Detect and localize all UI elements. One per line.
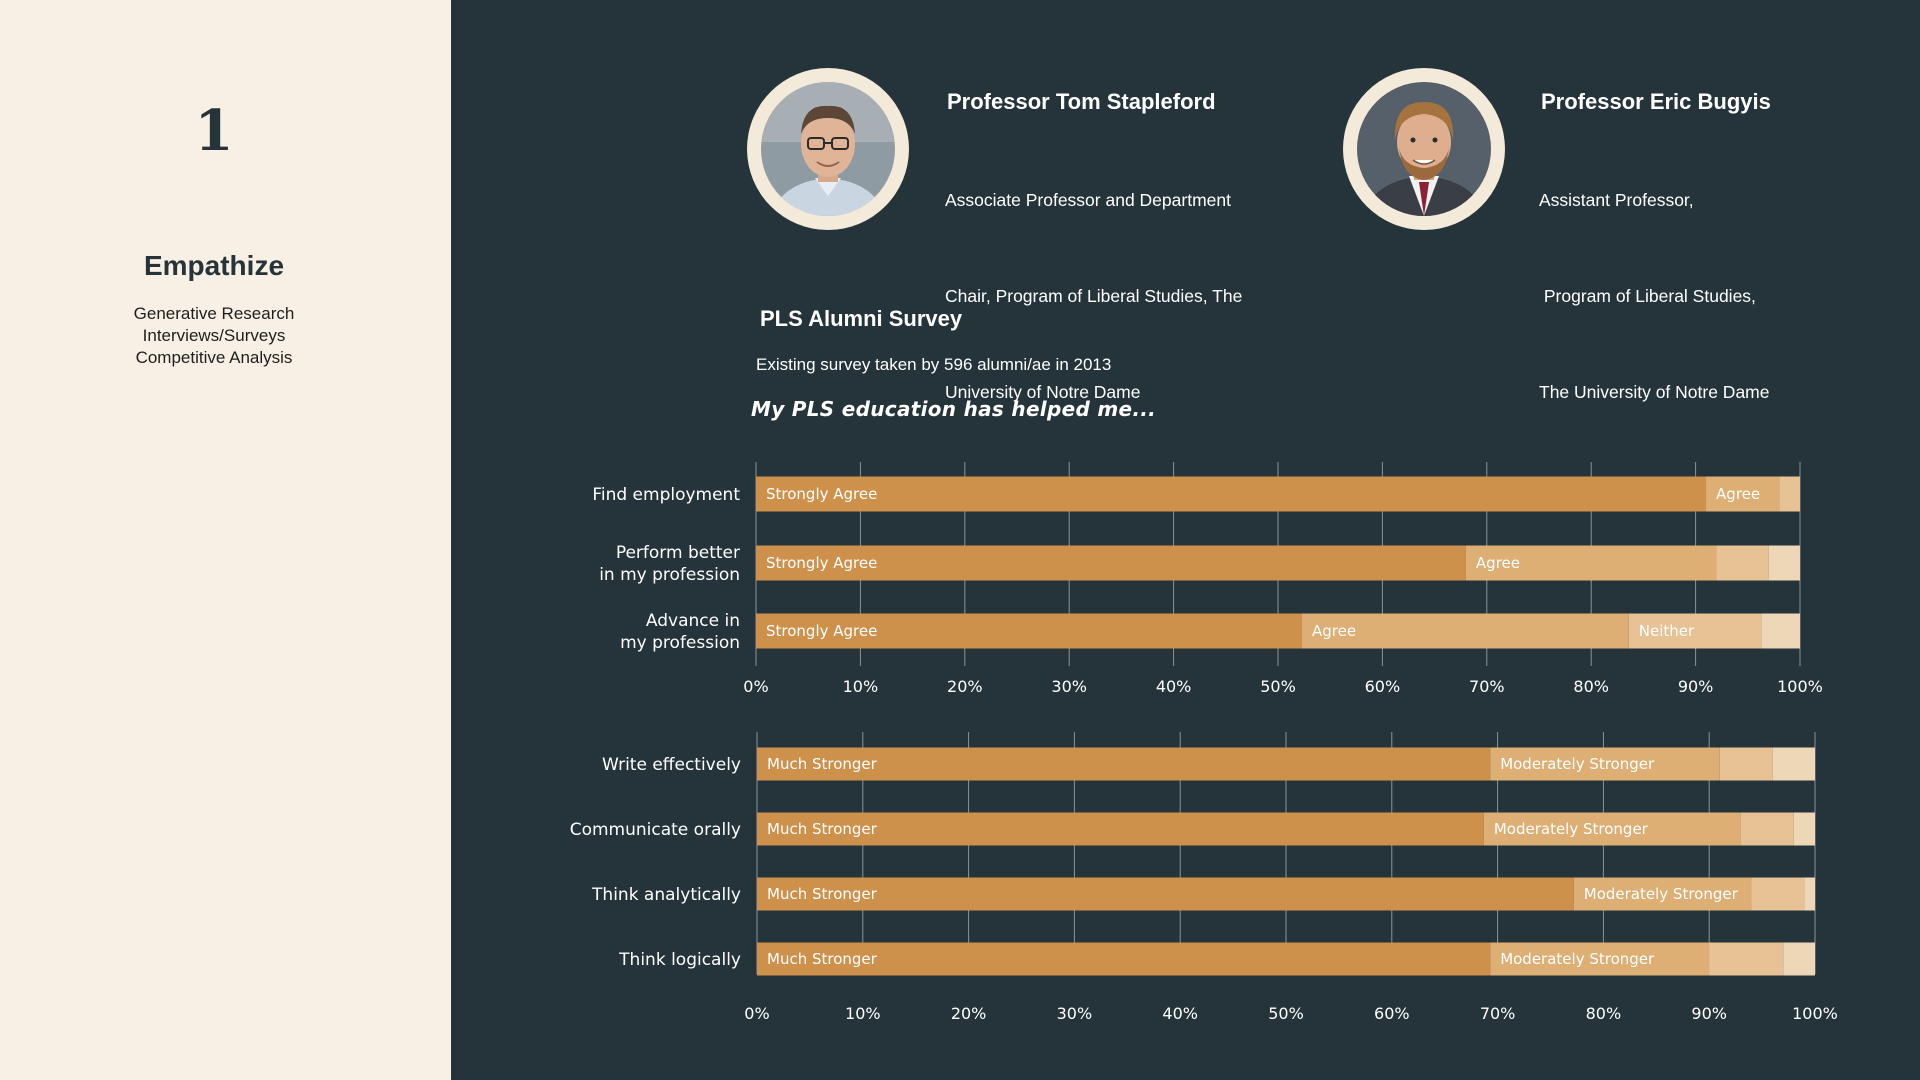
- category-label: Find employment: [592, 485, 740, 505]
- tick-label: 60%: [1365, 677, 1401, 696]
- tick-label: 80%: [1586, 1004, 1622, 1023]
- bar-segment: [1804, 877, 1815, 911]
- tick-label: 40%: [1156, 677, 1192, 696]
- bar-segment: [756, 545, 1466, 581]
- tick-label: 40%: [1162, 1004, 1198, 1023]
- tick-label: 80%: [1573, 677, 1609, 696]
- survey-question: My PLS education has helped me...: [751, 397, 1157, 421]
- tick-label: 0%: [743, 677, 768, 696]
- step-activities: Generative Research Interviews/Surveys C…: [0, 303, 428, 369]
- bar-segment: [1772, 747, 1815, 781]
- bar-segment: [1490, 942, 1710, 976]
- tick-label: 30%: [1051, 677, 1087, 696]
- tick-label: 100%: [1777, 677, 1823, 696]
- segment-label: Agree: [1476, 554, 1520, 572]
- tick-label: 70%: [1469, 677, 1505, 696]
- tick-label: 0%: [744, 1004, 769, 1023]
- step-title: Empathize: [143, 250, 285, 281]
- bar-segment: [1751, 877, 1805, 911]
- bar-segment: [1465, 545, 1717, 581]
- segment-label: Much Stronger: [767, 820, 878, 838]
- segment-label: Agree: [1716, 485, 1760, 503]
- bar-segment: [1779, 476, 1800, 512]
- tick-label: 10%: [843, 677, 879, 696]
- tick-label: 20%: [951, 1004, 987, 1023]
- professor-title: Assistant Professor, Program of Liberal …: [1539, 120, 1770, 440]
- activity-item: Generative Research: [133, 304, 295, 323]
- professor-title-line: Associate Professor and Department: [945, 190, 1231, 210]
- category-label: Advance in: [646, 611, 740, 631]
- segment-label: Much Stronger: [767, 885, 878, 903]
- segment-label: Much Stronger: [767, 755, 878, 773]
- professor-title: Associate Professor and Department Chair…: [945, 120, 1242, 440]
- bar-segment: [1783, 942, 1815, 976]
- bar-segment: [1483, 812, 1741, 846]
- bar-segment: [1719, 747, 1773, 781]
- tick-label: 10%: [845, 1004, 881, 1023]
- category-label: Perform better: [616, 543, 740, 563]
- bar-segment: [756, 476, 1707, 512]
- avatar-eric-bugyis: [1343, 68, 1505, 230]
- activity-item: Competitive Analysis: [135, 348, 293, 367]
- category-label: Think logically: [618, 950, 741, 970]
- category-label: Think analytically: [591, 885, 741, 905]
- segment-label: Moderately Stronger: [1584, 885, 1739, 903]
- professor-title-line: Program of Liberal Studies,: [1539, 286, 1756, 306]
- portrait-photo: [1357, 82, 1491, 216]
- bar-segment: [757, 942, 1491, 976]
- segment-label: Agree: [1312, 622, 1356, 640]
- bar-segment: [1628, 613, 1762, 649]
- tick-label: 30%: [1057, 1004, 1093, 1023]
- bar-segment: [1302, 613, 1629, 649]
- step-number: 1: [194, 98, 234, 164]
- bar-segment: [1793, 812, 1815, 846]
- professor-title-line: The University of Notre Dame: [1539, 382, 1770, 402]
- bar-segment: [1706, 476, 1780, 512]
- bar-segment: [1709, 942, 1784, 976]
- professor-name: Professor Eric Bugyis: [1541, 89, 1771, 114]
- tick-label: 70%: [1480, 1004, 1516, 1023]
- segment-label: Moderately Stronger: [1500, 950, 1655, 968]
- segment-label: Moderately Stronger: [1494, 820, 1649, 838]
- bar-segment: [1573, 877, 1752, 911]
- bar-segment: [757, 747, 1491, 781]
- avatar-tom-stapleford: [747, 68, 909, 230]
- bar-segment: [757, 812, 1484, 846]
- professor-title-line: Assistant Professor,: [1539, 190, 1694, 210]
- segment-label: Strongly Agree: [766, 485, 877, 503]
- segment-label: Moderately Stronger: [1500, 755, 1655, 773]
- tick-label: 100%: [1792, 1004, 1838, 1023]
- category-label: Write effectively: [602, 755, 741, 775]
- professor-title-line: University of Notre Dame: [945, 382, 1141, 402]
- activity-item: Interviews/Surveys: [142, 326, 286, 345]
- survey-subtitle: Existing survey taken by 596 alumni/ae i…: [756, 355, 1112, 374]
- survey-title: PLS Alumni Survey: [760, 306, 963, 331]
- professor-name: Professor Tom Stapleford: [947, 89, 1216, 114]
- bar-segment: [756, 613, 1303, 649]
- bar-segment: [757, 877, 1574, 911]
- tick-label: 20%: [947, 677, 983, 696]
- tick-label: 60%: [1374, 1004, 1410, 1023]
- segment-label: Strongly Agree: [766, 622, 877, 640]
- segment-label: Strongly Agree: [766, 554, 877, 572]
- category-label: in my profession: [599, 565, 740, 585]
- step-panel: 1 Empathize Generative Research Intervie…: [0, 0, 451, 1080]
- segment-label: Much Stronger: [767, 950, 878, 968]
- tick-label: 90%: [1678, 677, 1714, 696]
- segment-label: Neither: [1639, 622, 1695, 640]
- category-label: Communicate orally: [570, 820, 741, 840]
- category-label: my profession: [620, 633, 740, 653]
- bar-segment: [1716, 545, 1769, 581]
- bar-segment: [1768, 545, 1800, 581]
- tick-label: 90%: [1691, 1004, 1727, 1023]
- bar-segment: [1740, 812, 1794, 846]
- professor-title-line: Chair, Program of Liberal Studies, The: [945, 286, 1243, 306]
- bar-segment: [1490, 747, 1720, 781]
- tick-label: 50%: [1260, 677, 1296, 696]
- tick-label: 50%: [1268, 1004, 1304, 1023]
- bar-segment: [1761, 613, 1800, 649]
